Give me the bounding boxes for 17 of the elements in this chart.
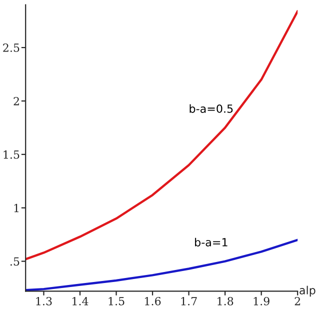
x-tick-label: 1.5 (108, 296, 124, 306)
x-tick-label: 1.8 (218, 296, 234, 306)
series-label: b-a=1 (195, 238, 228, 246)
x-tick-label: 1.3 (36, 296, 52, 306)
x-tick-label: 1.4 (72, 296, 88, 306)
y-tick-label: 2.5 (3, 44, 20, 52)
y-tick-label: 1 (14, 204, 18, 212)
x-axis-title: alp (300, 286, 316, 297)
x-tick-label: 1.6 (145, 296, 161, 306)
series-label: b-a=0.5 (190, 104, 233, 113)
x-tick-label: 1.9 (254, 296, 270, 306)
y-tick-label: 1.5 (4, 150, 20, 159)
y-tick-label: .5 (10, 257, 20, 266)
x-tick-label: 1.7 (181, 296, 197, 306)
line-series (26, 10, 298, 260)
y-tick-label: 2 (14, 96, 19, 106)
x-tick-label: 2 (294, 296, 300, 306)
